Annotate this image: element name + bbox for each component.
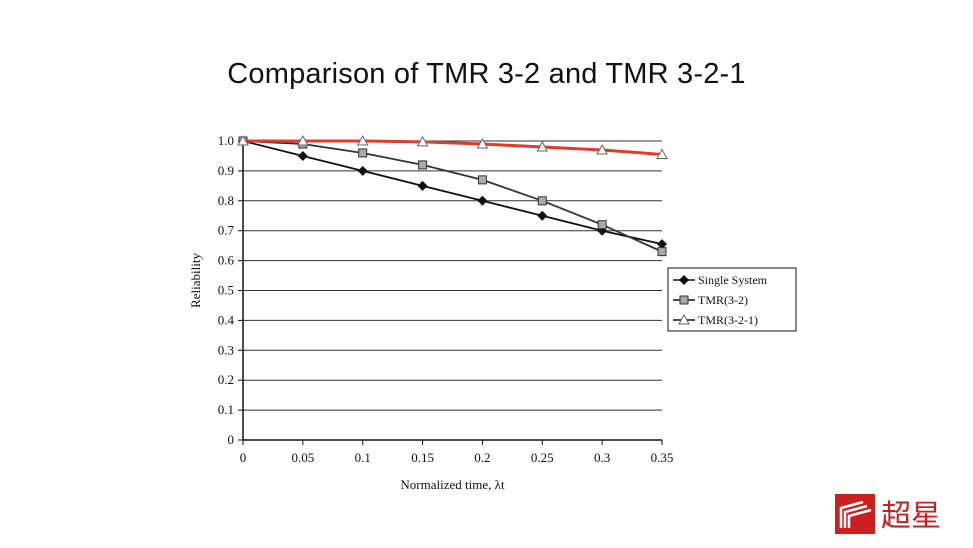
data-point: [536, 140, 549, 152]
data-point: [418, 160, 428, 170]
x-tick-label: 0.05: [291, 450, 314, 465]
data-point: [356, 134, 369, 146]
legend-marker: [679, 275, 689, 285]
logo-text: 超星: [881, 499, 941, 534]
series-line-1: [242, 140, 663, 246]
y-tick-label: 0.6: [218, 253, 235, 268]
data-point: [596, 143, 608, 155]
x-tick-label: 0.2: [474, 450, 490, 465]
y-tick-label: 0.3: [218, 342, 234, 357]
data-point: [657, 247, 667, 257]
x-axis-title: Normalized time, λt: [400, 477, 505, 492]
y-tick-label: 0.1: [218, 402, 234, 417]
y-tick-label: 0.7: [218, 223, 235, 238]
data-point: [477, 175, 487, 185]
y-tick-label: 0.2: [218, 372, 234, 387]
legend-label: Single System: [698, 273, 768, 287]
data-point: [656, 148, 668, 159]
data-point: [357, 165, 368, 176]
legend-label: TMR(3-2-1): [698, 313, 758, 327]
data-point: [358, 148, 368, 158]
x-tick-label: 0.1: [355, 450, 371, 465]
data-point: [657, 239, 667, 250]
x-tick-label: 0.15: [411, 450, 434, 465]
data-point: [237, 134, 249, 146]
data-point: [597, 220, 607, 230]
data-point: [477, 195, 488, 206]
data-point: [416, 135, 429, 147]
chart-title: Comparison of TMR 3-2 and TMR 3-2-1: [227, 58, 746, 90]
data-point: [297, 150, 308, 161]
data-point: [417, 180, 428, 191]
y-tick-label: 0.5: [218, 283, 234, 298]
legend-label: TMR(3-2): [698, 293, 748, 307]
series-line-2: [242, 140, 663, 253]
series-line-3: [243, 139, 663, 156]
y-tick-label: 0: [228, 432, 235, 447]
chaoxing-logo: 超星: [835, 494, 941, 534]
x-tick-label: 0.25: [531, 450, 554, 465]
y-tick-label: 0.9: [218, 163, 234, 178]
data-point: [537, 210, 548, 221]
y-tick-label: 0.4: [218, 312, 235, 327]
y-tick-label: 0.8: [218, 193, 234, 208]
data-point: [476, 137, 489, 149]
y-tick-label: 1.0: [218, 133, 234, 148]
data-point: [537, 196, 547, 206]
data-point: [297, 134, 309, 146]
legend-marker: [678, 313, 690, 325]
legend-marker: [679, 295, 689, 305]
x-tick-label: 0.3: [594, 450, 610, 465]
x-tick-label: 0: [240, 450, 247, 465]
y-axis-title: Reliability: [188, 253, 203, 308]
x-tick-label: 0.35: [651, 450, 674, 465]
